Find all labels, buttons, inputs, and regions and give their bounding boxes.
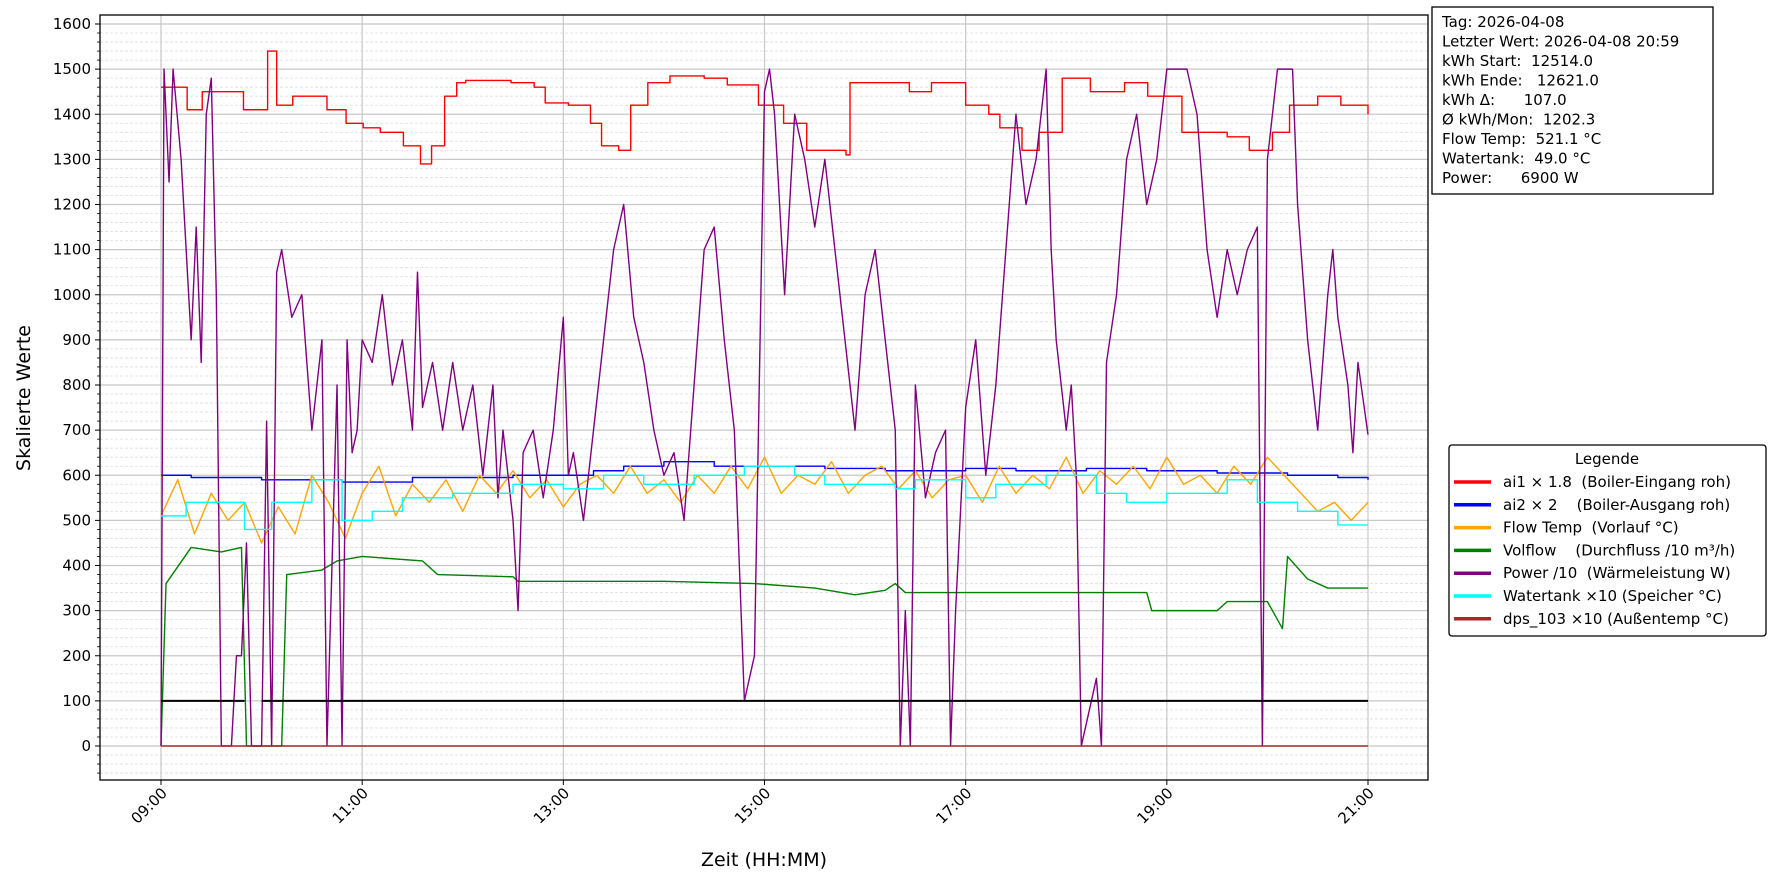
- legend: Legende ai1 × 1.8 (Boiler-Eingang roh) ai…: [1448, 444, 1767, 637]
- legend-title: Legende: [1575, 450, 1639, 468]
- x-tick-label: 13:00: [530, 784, 573, 827]
- y-tick-label: 1000: [53, 286, 91, 304]
- x-tick-label: 17:00: [932, 784, 975, 827]
- x-tick-label: 19:00: [1133, 784, 1176, 827]
- legend-entry-label: Flow Temp (Vorlauf °C): [1503, 519, 1679, 537]
- info-line: Flow Temp: 521.1 °C: [1442, 130, 1601, 148]
- y-tick-label: 300: [62, 602, 91, 620]
- y-tick-label: 700: [62, 421, 91, 439]
- y-tick-label: 1200: [53, 196, 91, 214]
- y-tick-label: 100: [62, 692, 91, 710]
- legend-entry-label: Volflow (Durchfluss /10 m³/h): [1503, 541, 1735, 559]
- x-tick-label: 15:00: [731, 784, 774, 827]
- x-tick-label: 09:00: [128, 784, 171, 827]
- legend-entry-label: ai2 × 2 (Boiler-Ausgang roh): [1503, 496, 1730, 514]
- y-tick-label: 600: [62, 466, 91, 484]
- y-tick-label: 500: [62, 511, 91, 529]
- info-line: Tag: 2026-04-08: [1441, 13, 1564, 31]
- series-line-ai1: [161, 50, 1369, 165]
- series-line-power: [160, 68, 1369, 747]
- y-tick-label: 800: [62, 376, 91, 394]
- y-tick-label: 900: [62, 331, 91, 349]
- series-line-flow-temp: [160, 456, 1369, 544]
- y-tick-label: 1300: [53, 150, 91, 168]
- info-line: Watertank: 49.0 °C: [1442, 150, 1590, 168]
- info-line: Letzter Wert: 2026-04-08 20:59: [1442, 33, 1679, 51]
- y-axis-label: Skalierte Werte: [13, 325, 35, 471]
- info-line: Ø kWh/Mon: 1202.3: [1442, 111, 1595, 129]
- legend-entry-label: ai1 × 1.8 (Boiler-Eingang roh): [1503, 473, 1731, 491]
- x-axis-label: Zeit (HH:MM): [701, 849, 827, 871]
- y-tick-label: 1400: [53, 105, 91, 123]
- y-tick-label: 1100: [53, 241, 91, 259]
- x-tick-label: 11:00: [329, 784, 372, 827]
- info-box: Tag: 2026-04-08 Letzter Wert: 2026-04-08 …: [1431, 6, 1714, 195]
- legend-entry-label: dps_103 ×10 (Außentemp °C): [1503, 610, 1729, 629]
- info-line: kWh Δ: 107.0: [1442, 91, 1567, 109]
- legend-entry-label: Power /10 (Wärmeleistung W): [1503, 564, 1731, 582]
- grid: [100, 15, 1428, 780]
- legend-entry-label: Watertank ×10 (Speicher °C): [1503, 587, 1722, 605]
- y-tick-label: 1500: [53, 60, 91, 78]
- info-line: Power: 6900 W: [1442, 169, 1579, 187]
- plot-lines: [160, 50, 1369, 747]
- y-tick-label: 400: [62, 557, 91, 575]
- info-line: kWh Start: 12514.0: [1442, 52, 1593, 70]
- y-tick-label: 200: [62, 647, 91, 665]
- series-line-watertank: [161, 465, 1368, 531]
- info-line: kWh Ende: 12621.0: [1442, 72, 1599, 90]
- y-tick-label: 0: [81, 737, 91, 755]
- x-tick-label: 21:00: [1335, 784, 1378, 827]
- y-tick-label: 1600: [53, 15, 91, 33]
